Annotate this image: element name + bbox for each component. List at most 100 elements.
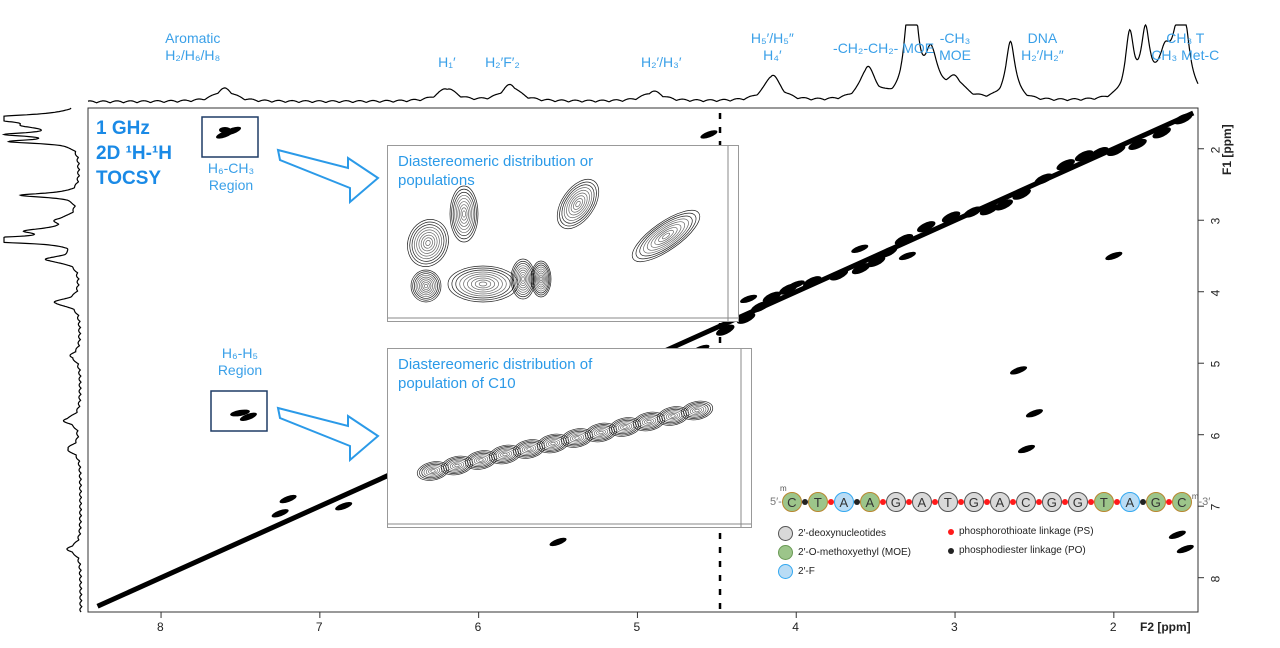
contour-peak bbox=[565, 430, 589, 446]
x-tick-label: 4 bbox=[792, 620, 799, 634]
signal-label: CH₃ T CH₃ Met-C bbox=[1151, 30, 1220, 63]
contour-peak bbox=[530, 260, 552, 298]
contour-peak bbox=[469, 452, 493, 468]
linkage-ps bbox=[879, 499, 886, 505]
y-tick-label: 7 bbox=[1208, 503, 1223, 511]
cross-peak bbox=[1105, 251, 1123, 261]
region-peak bbox=[230, 409, 250, 417]
y-tick-label: 5 bbox=[1208, 360, 1223, 368]
contour-peak bbox=[539, 435, 567, 452]
linkage-po bbox=[1139, 499, 1146, 505]
contour-peak bbox=[548, 440, 558, 447]
contour-peak bbox=[413, 226, 443, 260]
contour-peak bbox=[643, 218, 689, 254]
contour-peak bbox=[559, 181, 597, 227]
contour-peak bbox=[537, 272, 545, 286]
linkage-ps bbox=[827, 499, 834, 505]
cross-peak bbox=[549, 537, 567, 547]
contour-peak bbox=[575, 200, 581, 208]
three-prime-label: -3′ bbox=[1198, 496, 1211, 508]
contour-peak bbox=[521, 276, 525, 282]
contour-peak bbox=[521, 444, 537, 454]
contour-peak bbox=[474, 279, 492, 289]
linkage-ps bbox=[1113, 499, 1120, 505]
linkage-po bbox=[853, 499, 860, 505]
contour-peak bbox=[570, 195, 586, 213]
signal-label: Aromatic H₂/H₆/H₈ bbox=[165, 30, 221, 63]
diagonal-peak bbox=[917, 221, 936, 233]
contour-peak bbox=[415, 274, 437, 298]
contour-peak bbox=[572, 434, 582, 442]
nucleotide: A bbox=[911, 492, 932, 512]
nucleotide: T bbox=[937, 492, 958, 512]
contour-peak bbox=[418, 232, 438, 254]
contour-peak bbox=[541, 436, 565, 451]
contour-peak bbox=[591, 426, 611, 439]
legend-f: 2′-F bbox=[778, 564, 815, 579]
contour-peak bbox=[421, 463, 445, 479]
x-axis-label: F2 [ppm] bbox=[1140, 620, 1191, 634]
diagonal-peak bbox=[941, 211, 961, 223]
contour-peak bbox=[631, 210, 701, 262]
contour-peak bbox=[632, 411, 666, 432]
contour-peak bbox=[689, 406, 705, 415]
cross-peak bbox=[851, 244, 869, 254]
contour-peak bbox=[467, 451, 495, 469]
signal-label: H₂′/H₃′ bbox=[641, 54, 682, 70]
cross-peak bbox=[1025, 409, 1043, 418]
contour-peak bbox=[536, 270, 546, 288]
contour-peak bbox=[519, 274, 527, 284]
linkage-ps bbox=[1087, 499, 1094, 505]
diagonal-peak bbox=[716, 324, 735, 336]
f2-projection bbox=[87, 23, 1199, 104]
contour-peak bbox=[637, 414, 661, 429]
contour-peak bbox=[663, 410, 683, 422]
cross-peak bbox=[279, 494, 297, 504]
cross-peak bbox=[1017, 444, 1036, 454]
contour-peak bbox=[464, 450, 498, 470]
nucleotide: T bbox=[807, 492, 828, 512]
contour-peak bbox=[563, 187, 593, 221]
contour-peak bbox=[635, 413, 663, 430]
contour-peak bbox=[470, 277, 496, 291]
cross-peak bbox=[1176, 544, 1194, 554]
signal-label: H₁′ bbox=[438, 54, 456, 70]
contour-peak bbox=[545, 439, 561, 448]
cross-peak bbox=[898, 251, 916, 261]
mod-mark: m bbox=[1191, 492, 1199, 501]
contour-peak bbox=[539, 276, 543, 282]
diagonal-peak bbox=[851, 263, 871, 275]
cross-peak bbox=[740, 294, 758, 304]
nucleotide: G bbox=[885, 492, 906, 512]
region-peak bbox=[219, 127, 231, 133]
contour-peak bbox=[491, 446, 519, 463]
contour-peak bbox=[423, 237, 433, 249]
contour-peak bbox=[535, 268, 547, 290]
diagonal-peak bbox=[762, 291, 782, 303]
contour-peak bbox=[454, 463, 460, 468]
diagonal-peak bbox=[803, 276, 822, 288]
contour-peak bbox=[685, 403, 709, 418]
cross-peak bbox=[1010, 366, 1028, 375]
x-tick-label: 6 bbox=[474, 620, 482, 634]
contour-peak bbox=[650, 224, 682, 248]
experiment-title: 1 GHz 2D ¹H-¹H TOCSY bbox=[96, 118, 172, 189]
contour-peak bbox=[639, 415, 659, 428]
diagonal-peak bbox=[1012, 188, 1031, 200]
contour-peak bbox=[413, 273, 439, 299]
linkage-ps bbox=[1165, 499, 1172, 505]
linkage-ps bbox=[983, 499, 990, 505]
inset-title: Diastereomeric distribution of populatio… bbox=[398, 356, 593, 392]
mod-mark: m bbox=[780, 484, 787, 493]
diagonal-peak bbox=[979, 204, 999, 216]
contour-peak bbox=[447, 459, 467, 472]
contour-peak bbox=[478, 458, 484, 462]
diagonal-peak bbox=[1173, 113, 1193, 125]
contour-peak bbox=[410, 269, 442, 303]
y-tick-label: 2 bbox=[1208, 146, 1223, 154]
contour-peak bbox=[478, 281, 488, 287]
diagonal-peak bbox=[1106, 144, 1126, 157]
